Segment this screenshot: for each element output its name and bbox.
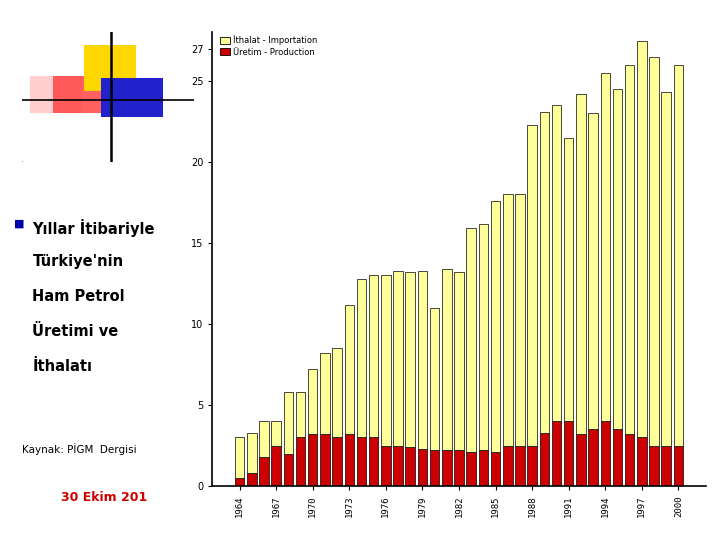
Bar <box>405 272 415 447</box>
Bar <box>600 421 610 486</box>
Bar <box>588 429 598 486</box>
Bar <box>637 437 647 486</box>
Bar <box>393 271 402 446</box>
Bar <box>625 65 634 434</box>
Bar <box>552 105 562 421</box>
Bar <box>259 421 269 457</box>
Bar <box>271 446 281 486</box>
Bar <box>442 450 451 486</box>
Bar <box>467 228 476 452</box>
Text: Türkiye'nin: Türkiye'nin <box>32 254 124 269</box>
Bar <box>564 421 573 486</box>
Bar <box>235 437 244 478</box>
Bar <box>539 433 549 486</box>
Text: İthalatı: İthalatı <box>32 359 92 374</box>
Bar <box>527 446 537 486</box>
Bar <box>369 275 379 437</box>
Bar <box>271 421 281 445</box>
Bar <box>503 194 513 446</box>
Bar <box>333 437 342 486</box>
Bar <box>662 446 671 486</box>
Bar <box>345 434 354 486</box>
Text: 30 Ekim 201: 30 Ekim 201 <box>61 491 148 504</box>
Bar <box>491 201 500 452</box>
Bar <box>296 437 305 486</box>
Bar <box>30 77 82 113</box>
Bar <box>284 392 293 454</box>
Bar <box>247 433 256 473</box>
Bar <box>491 452 500 486</box>
Bar <box>369 437 379 486</box>
Bar <box>552 421 562 486</box>
Bar <box>467 452 476 486</box>
Text: Yıllar İtibariyle: Yıllar İtibariyle <box>32 219 155 237</box>
Bar <box>430 308 439 450</box>
Text: Üretimi ve: Üretimi ve <box>32 324 119 339</box>
Bar <box>527 125 537 446</box>
Bar <box>662 92 671 446</box>
Bar <box>613 89 622 429</box>
Bar <box>600 73 610 421</box>
Bar <box>308 369 318 434</box>
Bar <box>320 353 330 434</box>
Bar <box>308 434 318 486</box>
Bar <box>381 275 391 445</box>
Bar <box>101 78 163 117</box>
Bar <box>674 446 683 486</box>
Bar <box>576 94 585 434</box>
Legend: İthalat - Importation, Üretim - Production: İthalat - Importation, Üretim - Producti… <box>217 32 321 60</box>
Bar <box>588 113 598 429</box>
Bar <box>418 271 427 449</box>
Text: ■: ■ <box>14 219 25 229</box>
Bar <box>393 446 402 486</box>
Bar <box>405 447 415 486</box>
Bar <box>503 446 513 486</box>
Bar <box>649 446 659 486</box>
Bar <box>296 392 305 437</box>
Bar <box>247 473 256 486</box>
Text: Kaynak: PİGM  Dergisi: Kaynak: PİGM Dergisi <box>22 443 136 455</box>
Bar <box>674 65 683 446</box>
Bar <box>53 77 104 113</box>
Bar <box>418 449 427 486</box>
Bar <box>649 57 659 446</box>
Bar <box>259 457 269 486</box>
Bar <box>381 446 391 486</box>
Text: Ham Petrol: Ham Petrol <box>32 289 125 304</box>
Bar <box>84 45 135 91</box>
Bar <box>576 434 585 486</box>
Bar <box>454 450 464 486</box>
Bar <box>345 305 354 434</box>
Bar <box>613 429 622 486</box>
Bar <box>333 348 342 437</box>
Bar <box>284 454 293 486</box>
Bar <box>625 434 634 486</box>
Bar <box>356 437 366 486</box>
Bar <box>479 450 488 486</box>
Bar <box>539 112 549 433</box>
Bar <box>442 269 451 450</box>
Bar <box>516 446 525 486</box>
Bar <box>637 40 647 437</box>
Bar <box>479 224 488 450</box>
Bar <box>454 272 464 450</box>
Bar <box>356 279 366 437</box>
Bar <box>320 434 330 486</box>
Bar <box>564 138 573 421</box>
Bar <box>516 194 525 446</box>
Bar <box>235 478 244 486</box>
Bar <box>430 450 439 486</box>
